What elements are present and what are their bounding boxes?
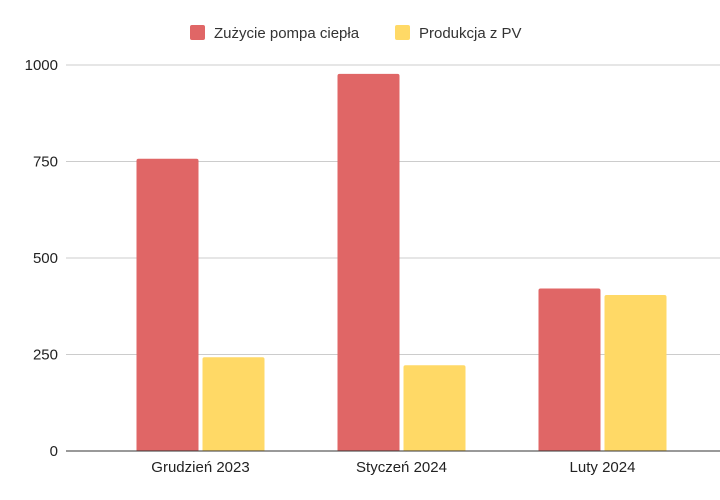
x-axis-tick-labels: Grudzień 2023 Styczeń 2024 Luty 2024 — [151, 459, 635, 476]
bar-pv-1 — [403, 365, 466, 451]
y-axis-tick-labels: 0 250 500 750 1000 — [25, 57, 58, 460]
bar-pv-0 — [202, 357, 265, 451]
legend-swatch-pv — [395, 25, 410, 40]
y-tick-label-750: 750 — [33, 154, 58, 171]
bar-pv-2 — [604, 295, 667, 451]
y-tick-label-250: 250 — [33, 347, 58, 364]
x-tick-label-2: Luty 2024 — [570, 459, 636, 476]
x-tick-label-0: Grudzień 2023 — [151, 459, 249, 476]
bar-heat-pump-0 — [136, 158, 199, 451]
legend-label-heat-pump: Zużycie pompa ciepła — [214, 25, 360, 42]
legend-swatch-heat-pump — [190, 25, 205, 40]
bars — [136, 73, 667, 452]
bar-heat-pump-2 — [538, 288, 601, 451]
x-tick-label-1: Styczeń 2024 — [356, 459, 447, 476]
bar-heat-pump-1 — [337, 73, 400, 452]
y-tick-label-0: 0 — [50, 443, 58, 460]
legend: Zużycie pompa ciepła Produkcja z PV — [190, 25, 522, 42]
y-tick-label-500: 500 — [33, 250, 58, 267]
y-tick-label-1000: 1000 — [25, 57, 58, 74]
legend-label-pv: Produkcja z PV — [419, 25, 522, 42]
